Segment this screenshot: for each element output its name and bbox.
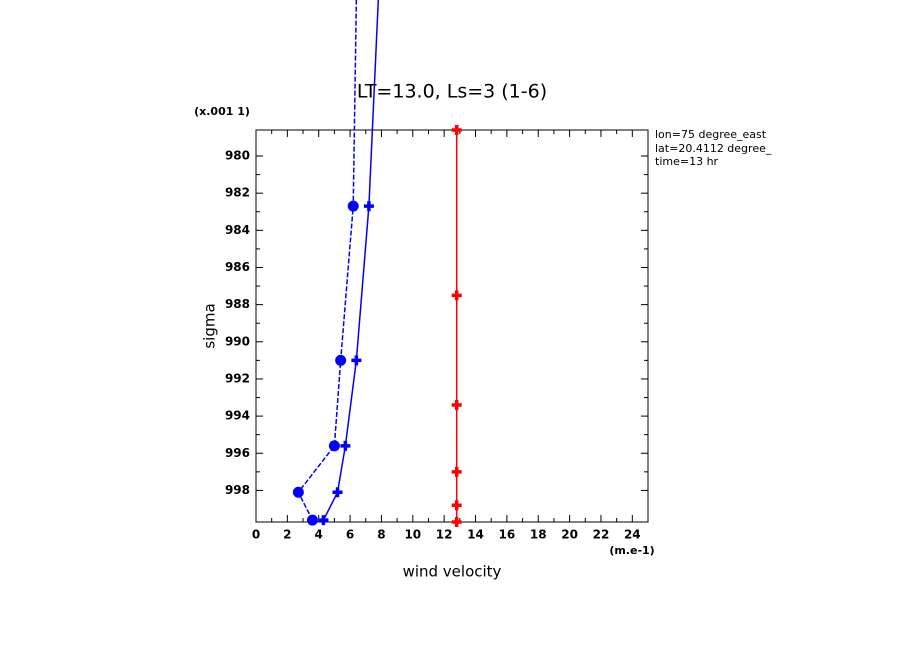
- x-tick-label: 18: [530, 528, 547, 542]
- x-tick-label: 2: [283, 528, 291, 542]
- y-tick-label: 984: [225, 223, 250, 237]
- marker: [351, 355, 362, 366]
- chart-title: LT=13.0, Ls=3 (1-6): [357, 81, 547, 103]
- x-tick-label: 24: [624, 528, 641, 542]
- y-scale-label: (x.001 1): [194, 105, 250, 118]
- series-line: [322, 0, 380, 521]
- marker: [347, 200, 359, 212]
- x-axis-label: wind velocity: [403, 563, 502, 581]
- y-axis-label: sigma: [201, 303, 219, 348]
- y-tick-label: 990: [225, 334, 250, 348]
- x-tick-label: 22: [593, 528, 610, 542]
- marker: [328, 440, 340, 452]
- marker: [451, 399, 462, 410]
- y-tick-label: 988: [225, 297, 250, 311]
- y-tick-label: 996: [225, 446, 250, 460]
- marker: [451, 125, 462, 135]
- marker: [332, 487, 343, 498]
- marker: [306, 514, 318, 526]
- marker: [292, 486, 304, 498]
- y-tick-label: 994: [225, 409, 250, 423]
- y-tick-label: 992: [225, 371, 250, 385]
- annotation: lon=75 degree_east: [655, 128, 767, 141]
- y-tick-label: 980: [225, 149, 250, 163]
- x-tick-label: 20: [561, 528, 578, 542]
- marker: [335, 354, 347, 366]
- x-tick-label: 8: [377, 528, 385, 542]
- x-tick-label: 0: [252, 528, 260, 542]
- annotation: time=13 hr: [655, 155, 719, 168]
- x-tick-label: 4: [315, 528, 323, 542]
- marker: [363, 201, 374, 212]
- marker: [318, 515, 329, 526]
- x-unit-label: (m.e-1): [609, 544, 654, 557]
- marker: [451, 290, 462, 301]
- plot-frame: [255, 129, 649, 523]
- marker: [451, 500, 462, 511]
- x-tick-label: 6: [346, 528, 354, 542]
- marker: [340, 440, 351, 451]
- marker: [451, 517, 462, 527]
- y-tick-label: 982: [225, 186, 250, 200]
- y-tick-label: 986: [225, 260, 250, 274]
- annotation: lat=20.4112 degree_: [655, 142, 772, 155]
- x-tick-label: 10: [404, 528, 421, 542]
- x-tick-label: 16: [499, 528, 516, 542]
- marker: [451, 466, 462, 477]
- x-tick-label: 14: [467, 528, 484, 542]
- y-tick-label: 998: [225, 483, 250, 497]
- series-line: [297, 0, 358, 521]
- x-tick-label: 12: [436, 528, 453, 542]
